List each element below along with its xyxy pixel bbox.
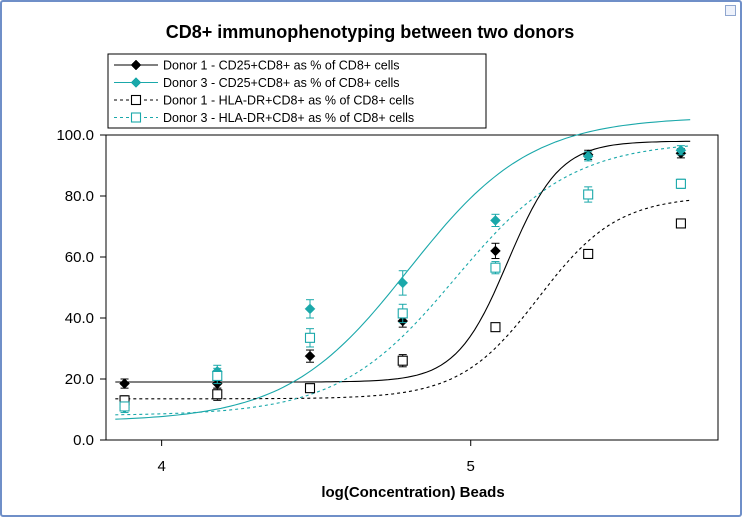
data-point-series-2 bbox=[490, 215, 501, 226]
fit-curve-series-1 bbox=[115, 140, 691, 383]
data-point-series-1 bbox=[490, 245, 501, 257]
y-tick-label: 60.0 bbox=[65, 249, 94, 266]
data-point-series-2 bbox=[397, 277, 409, 289]
data-point-series-1 bbox=[119, 378, 130, 389]
data-point-series-3 bbox=[304, 383, 316, 394]
legend-label: Donor 3 - CD25+CD8+ as % of CD8+ cells bbox=[163, 76, 400, 90]
y-tick-label: 40.0 bbox=[65, 310, 94, 327]
legend: Donor 1 - CD25+CD8+ as % of CD8+ cells Do… bbox=[107, 53, 487, 129]
data-point-series-3 bbox=[490, 322, 501, 333]
x-tick-label: 4 bbox=[157, 458, 165, 475]
legend-marker bbox=[130, 77, 142, 88]
fit-curve-series-4 bbox=[115, 145, 691, 416]
data-point-series-2 bbox=[675, 144, 687, 156]
data-point-series-2 bbox=[582, 150, 594, 162]
data-point-series-4 bbox=[119, 401, 130, 412]
data-point-series-1 bbox=[304, 350, 316, 362]
legend-label: Donor 3 - HLA-DR+CD8+ as % of CD8+ cells bbox=[163, 111, 414, 125]
data-point-series-3 bbox=[675, 218, 686, 229]
x-axis-title: log(Concentration) Beads bbox=[321, 484, 504, 501]
data-point-series-4 bbox=[212, 370, 223, 382]
data-point-series-2 bbox=[304, 303, 316, 315]
window-corner-handle[interactable] bbox=[725, 5, 736, 16]
legend-marker bbox=[130, 59, 142, 71]
data-point-series-3 bbox=[212, 389, 223, 400]
plot-area: 0.0 20.0 40.0 60.0 80.0 100.0 4 5 bbox=[56, 119, 719, 475]
data-point-series-3 bbox=[397, 355, 408, 366]
y-tick-label: 0.0 bbox=[73, 432, 94, 449]
legend-box bbox=[107, 53, 487, 129]
data-point-series-4 bbox=[675, 178, 686, 189]
legend-marker bbox=[130, 112, 142, 123]
y-tick-label: 80.0 bbox=[65, 188, 94, 205]
x-tick-label: 5 bbox=[467, 458, 475, 475]
legend-marker bbox=[130, 94, 142, 106]
y-tick-label: 100.0 bbox=[56, 127, 94, 144]
data-point-series-4 bbox=[490, 262, 501, 273]
data-point-series-4 bbox=[397, 308, 408, 319]
chart-title: CD8+ immunophenotyping between two donor… bbox=[166, 22, 575, 42]
y-tick-label: 20.0 bbox=[65, 371, 94, 388]
plot-frame bbox=[105, 134, 719, 441]
fit-curve-series-3 bbox=[115, 199, 691, 400]
legend-label: Donor 1 - CD25+CD8+ as % of CD8+ cells bbox=[163, 59, 400, 73]
legend-label: Donor 1 - HLA-DR+CD8+ as % of CD8+ cells bbox=[163, 94, 414, 108]
data-point-series-3 bbox=[583, 248, 594, 259]
data-point-series-4 bbox=[304, 332, 316, 343]
fit-curve-series-2 bbox=[115, 119, 691, 420]
data-point-series-4 bbox=[583, 189, 594, 200]
